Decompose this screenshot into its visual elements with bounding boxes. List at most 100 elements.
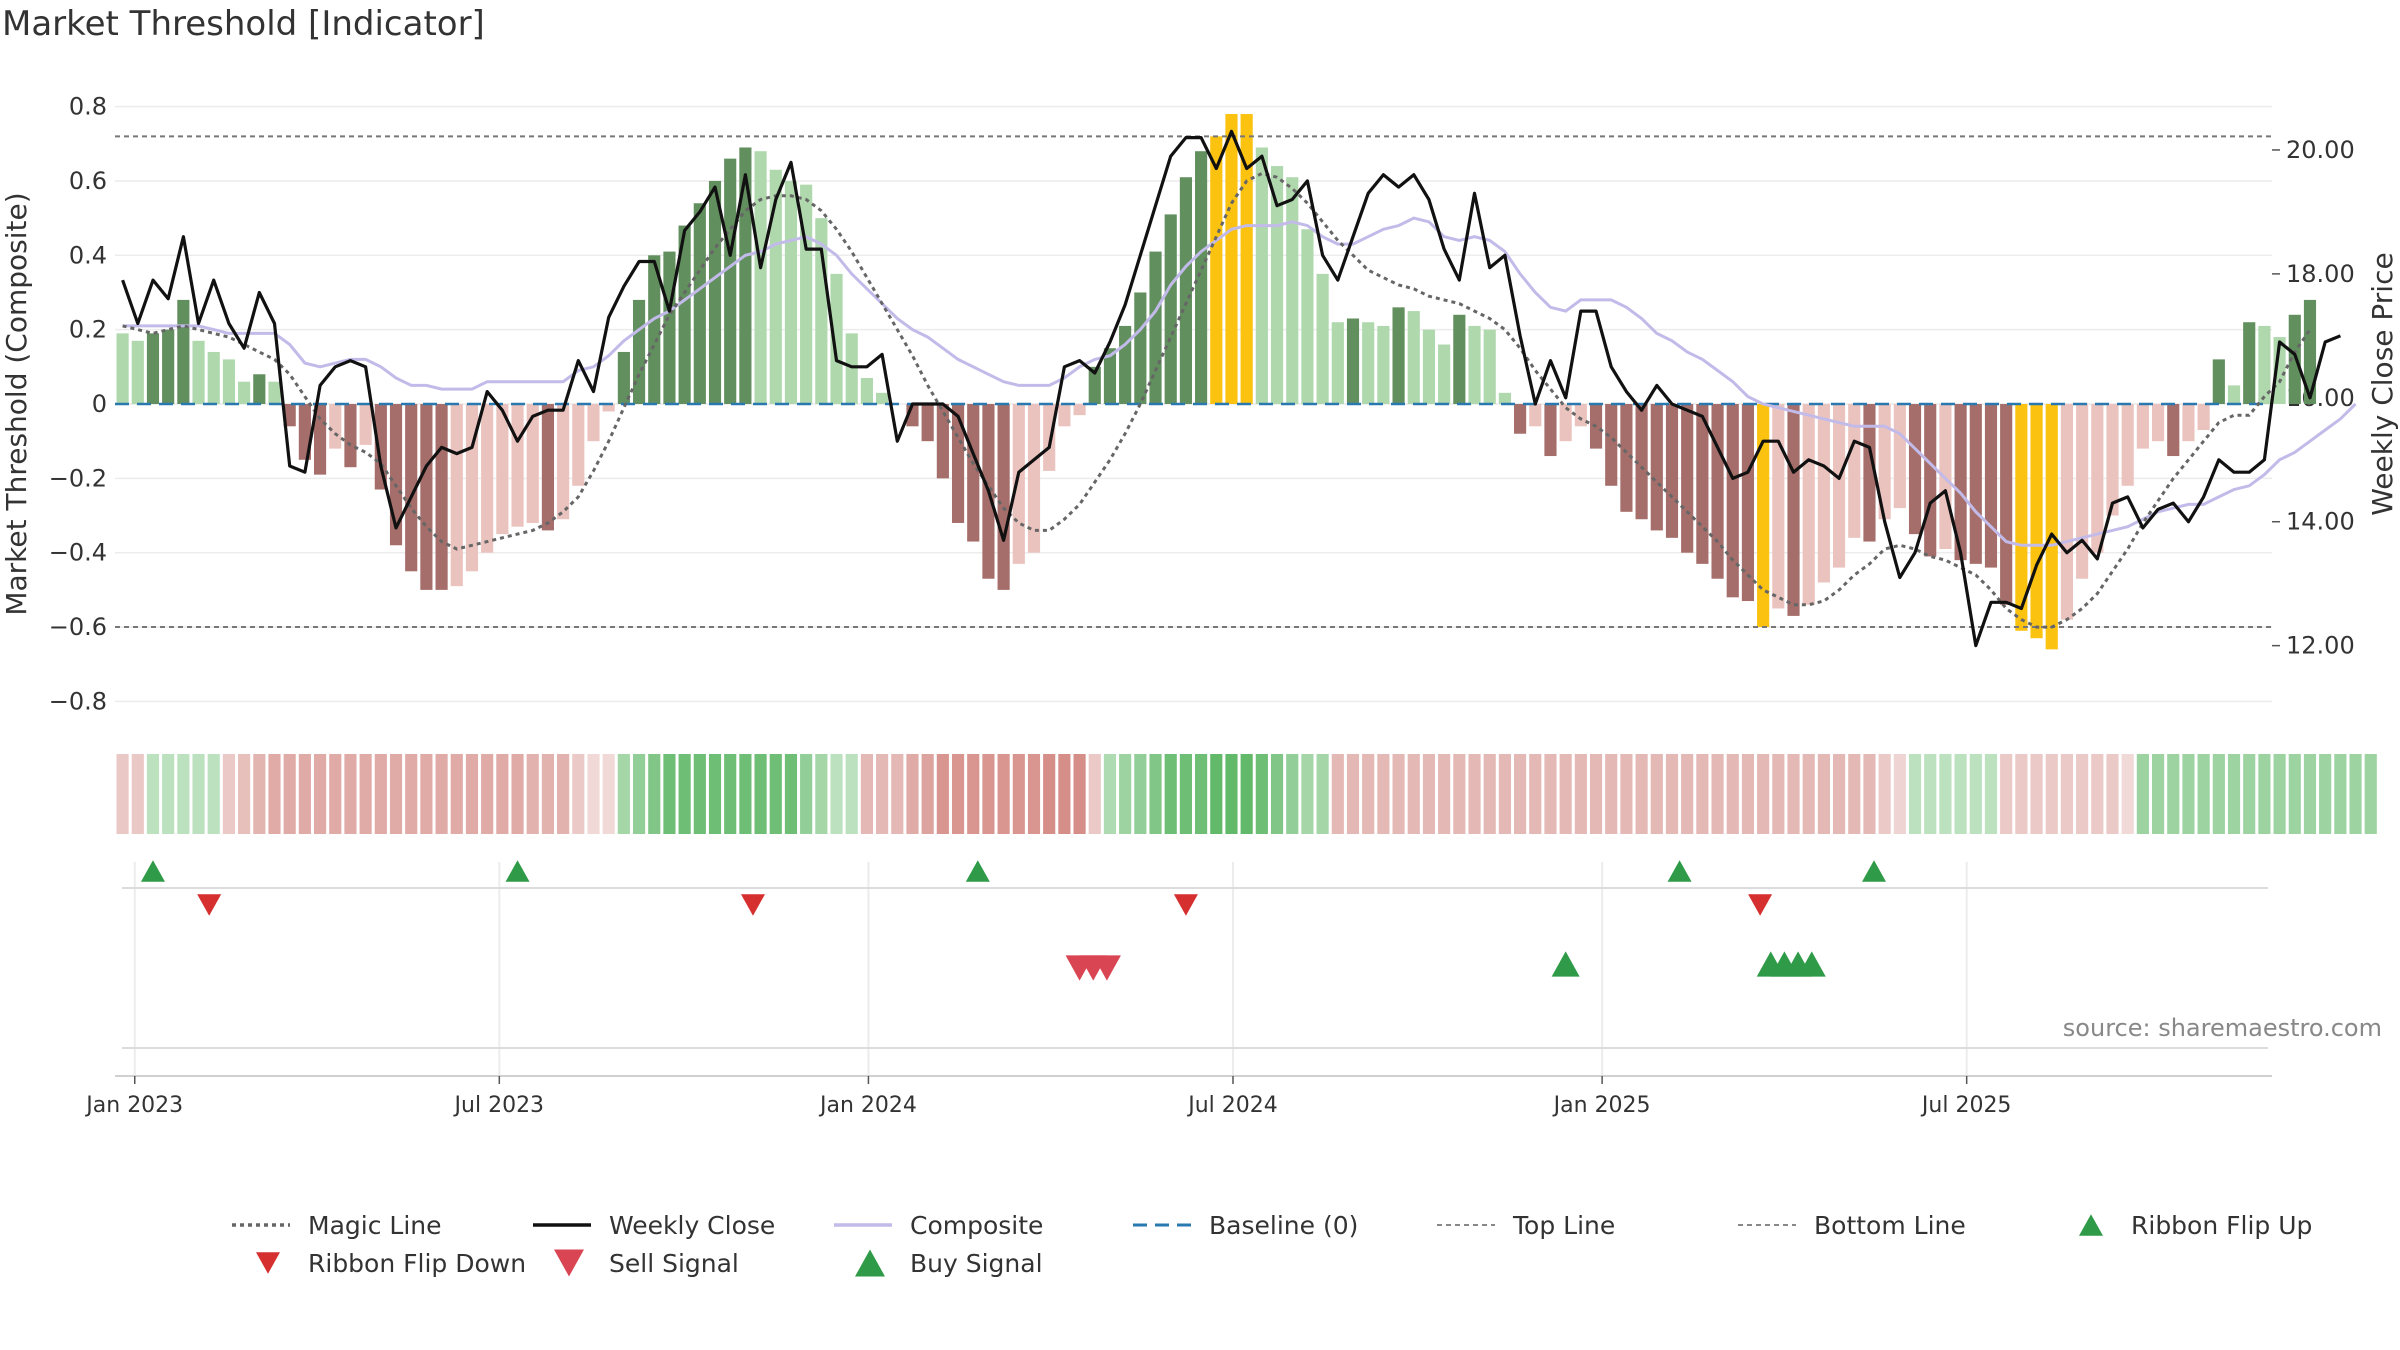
ribbon-cell <box>116 754 129 834</box>
ribbon-cell <box>253 754 266 834</box>
ribbon-cell <box>1346 754 1360 834</box>
ribbon-cell <box>1483 754 1496 834</box>
x-tick-label: Jan 2025 <box>1552 1093 1651 1118</box>
ribbon-cell <box>1119 754 1132 834</box>
legend-label: Weekly Close <box>609 1211 775 1240</box>
composite-bar <box>541 404 554 531</box>
ribbon-cell <box>2364 754 2377 834</box>
ribbon-cell <box>2273 754 2286 834</box>
ribbon-flip-up-marker <box>1667 860 1692 882</box>
ribbon-cell <box>1286 754 1299 834</box>
ribbon-cell <box>557 754 570 834</box>
composite-bar <box>1103 348 1117 404</box>
ribbon-cell <box>2288 754 2301 834</box>
ribbon-cell <box>344 754 357 834</box>
ribbon-cell <box>162 754 175 834</box>
ribbon-cell <box>2060 754 2074 834</box>
ribbon-cell <box>1149 754 1162 834</box>
composite-bar <box>2106 404 2119 516</box>
ribbon-cell <box>1270 754 1284 834</box>
composite-bar <box>739 147 752 404</box>
composite-bar <box>1134 292 1147 404</box>
ribbon-cell <box>1833 754 1846 834</box>
ribbon-cell <box>1134 754 1147 834</box>
ribbon-cell <box>2243 754 2256 834</box>
ribbon-cell <box>860 754 873 834</box>
ribbon-cell <box>192 754 205 834</box>
composite-bar <box>2121 404 2134 486</box>
ribbon-cell <box>724 754 737 834</box>
ribbon-cell <box>329 754 342 834</box>
composite-bar <box>192 340 205 404</box>
composite-bar <box>1392 307 1405 404</box>
composite-bar <box>1817 404 1830 583</box>
composite-bar <box>1757 404 1770 628</box>
composite-bar <box>1635 404 1648 520</box>
composite-bar <box>708 180 722 404</box>
composite-bar <box>1559 404 1572 442</box>
ribbon-cell <box>1711 754 1724 834</box>
ribbon-cell <box>238 754 251 834</box>
composite-bar <box>329 404 342 449</box>
ribbon-cell <box>1954 754 1967 834</box>
composite-bar <box>2136 404 2149 449</box>
ribbon-cell <box>511 754 524 834</box>
composite-bar <box>617 351 630 404</box>
ribbon-cell <box>1301 754 1314 834</box>
composite-bar <box>1665 404 1679 538</box>
ribbon-cell <box>420 754 433 834</box>
composite-bar <box>1407 311 1420 404</box>
sell-signal-marker <box>1092 955 1121 981</box>
y2-tick-label: 18.00 <box>2286 260 2355 288</box>
ribbon-cell <box>405 754 418 834</box>
ribbon-cell <box>131 754 144 834</box>
legend-swatch <box>2079 1214 2103 1236</box>
composite-bar <box>1301 229 1314 404</box>
composite-bar <box>2182 404 2195 442</box>
ribbon-cell <box>602 754 615 834</box>
ribbon-cell <box>1650 754 1663 834</box>
ribbon-cell <box>891 754 904 834</box>
ribbon-cell <box>2182 754 2195 834</box>
ribbon-cell <box>1058 754 1071 834</box>
composite-bar <box>2243 322 2256 404</box>
y-tick-label: 0.4 <box>69 241 107 269</box>
composite-bar <box>648 255 661 404</box>
y2-tick-label: 14.00 <box>2286 508 2355 536</box>
legend-swatch <box>855 1249 885 1277</box>
composite-bar <box>1498 392 1511 404</box>
ribbon-cell <box>1635 754 1648 834</box>
y-tick-label: 0 <box>92 390 107 418</box>
ribbon-cell <box>1164 754 1177 834</box>
composite-bar <box>283 404 296 427</box>
ribbon-cell <box>359 754 372 834</box>
composite-bar <box>405 404 418 572</box>
ribbon-cell <box>1514 754 1527 834</box>
composite-bar <box>1544 404 1557 457</box>
ribbon-cell <box>1043 754 1056 834</box>
composite-bar <box>1058 404 1071 427</box>
ribbon-cell <box>2030 754 2043 834</box>
composite-bar <box>2091 404 2104 553</box>
ribbon-cell <box>2121 754 2134 834</box>
ribbon-cell <box>177 754 190 834</box>
x-tick-label: Jul 2025 <box>1920 1093 2012 1118</box>
buy-signal-marker <box>1797 951 1826 977</box>
composite-bar <box>1286 177 1299 404</box>
y-tick-label: −0.6 <box>49 613 107 641</box>
composite-bar <box>784 180 798 404</box>
ribbon-cell <box>1316 754 1329 834</box>
ribbon-cell <box>1589 754 1603 834</box>
composite-bar <box>557 404 570 520</box>
ribbon-cell <box>708 754 722 834</box>
composite-bar <box>2000 404 2013 605</box>
legend-item: Top Line <box>1437 1211 1615 1240</box>
composite-bar <box>1164 214 1177 404</box>
ribbon-cell <box>663 754 676 834</box>
ribbon-cell <box>1453 754 1466 834</box>
ribbon-cell <box>632 754 646 834</box>
ribbon-flip-up-marker <box>965 860 990 882</box>
ribbon-cell <box>876 754 889 834</box>
composite-bar <box>2060 404 2074 620</box>
composite-bar <box>1179 177 1192 404</box>
